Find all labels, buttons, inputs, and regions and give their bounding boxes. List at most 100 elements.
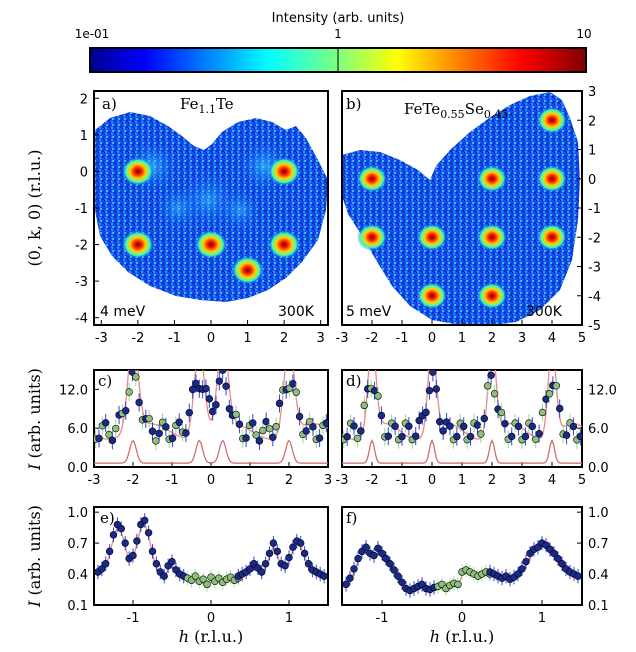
- x-tick-label-e: 0: [207, 611, 215, 626]
- panel-title-a: Fe1.1Te: [180, 95, 234, 116]
- x-tick-label-b: 5: [578, 331, 586, 346]
- y-tick-label-b: 3: [588, 85, 596, 100]
- x-tick-label-c: 1: [246, 473, 254, 488]
- data-point-c: [122, 407, 130, 415]
- data-point-c: [302, 427, 310, 435]
- data-point-c: [315, 434, 324, 442]
- y-tick-label-e: 0.7: [67, 537, 88, 552]
- data-point-c: [269, 433, 277, 441]
- data-point-d: [429, 370, 437, 376]
- y-tick-label-a: -3: [75, 275, 88, 290]
- data-point-f: [550, 549, 558, 558]
- map-peak-a: [121, 230, 154, 259]
- data-point-d: [569, 422, 578, 431]
- panel-temp-b: 300K: [526, 304, 563, 320]
- y-tick-label-e: 1.0: [67, 506, 88, 521]
- data-point-c: [168, 434, 177, 442]
- y-tick-label-b: -3: [588, 261, 601, 276]
- fit-line-low-c: [94, 439, 328, 464]
- data-point-e: [101, 560, 110, 568]
- map-peak-a: [121, 157, 154, 186]
- fit-line-low-d: [342, 438, 582, 464]
- data-point-c: [162, 423, 170, 431]
- x-tick-label-d: 1: [458, 473, 466, 488]
- data-point-d: [353, 434, 362, 443]
- map-peak-b: [357, 165, 387, 193]
- data-point-c: [152, 437, 160, 445]
- data-point-f: [514, 570, 522, 578]
- data-point-d: [357, 427, 365, 435]
- data-point-c: [135, 398, 143, 407]
- data-point-c: [262, 417, 270, 426]
- data-point-d: [446, 422, 454, 430]
- panel-tag-d: d): [346, 372, 361, 390]
- data-point-d: [562, 431, 571, 439]
- data-point-c: [155, 429, 163, 438]
- y-tick-label-f: 0.7: [588, 537, 609, 552]
- data-point-c: [249, 419, 257, 427]
- data-point-d: [432, 385, 440, 393]
- data-point-d: [528, 422, 536, 431]
- data-point-f: [346, 574, 354, 582]
- data-point-f: [390, 566, 398, 574]
- y-tick-label-b: -5: [588, 319, 601, 334]
- data-point-f: [374, 544, 382, 552]
- map-peak-b: [417, 282, 447, 310]
- x-tick-label-b: -2: [366, 331, 379, 346]
- data-point-c: [188, 385, 197, 394]
- y-tick-label-a: -2: [75, 239, 88, 254]
- cut-series-c: [94, 370, 328, 464]
- panel-energy-a: 4 meV: [100, 304, 146, 320]
- data-point-d: [576, 432, 582, 441]
- map-peak-b: [357, 223, 387, 251]
- data-point-c: [125, 388, 133, 396]
- x-tick-label-d: -1: [396, 473, 409, 488]
- data-point-c: [272, 422, 280, 431]
- data-point-c: [242, 434, 250, 442]
- x-tick-label-b: 2: [488, 331, 496, 346]
- data-point-d: [391, 422, 399, 430]
- x-tick-label-d: -2: [366, 473, 379, 488]
- panel-tag-a: a): [102, 95, 117, 113]
- y-tick-label-f: 0.4: [588, 568, 609, 583]
- x-tick-label-b: 0: [428, 331, 436, 346]
- data-point-d: [405, 422, 413, 430]
- x-tick-label-d: -3: [336, 473, 349, 488]
- x-tick-label-a: 3: [317, 331, 325, 346]
- y-tick-label-a: 2: [80, 92, 88, 107]
- data-point-e: [152, 560, 161, 568]
- x-tick-label-e: -1: [127, 611, 140, 626]
- x-tick-label-d: 3: [518, 473, 526, 488]
- data-point-e: [117, 524, 126, 533]
- data-point-d: [460, 422, 468, 431]
- x-tick-label-a: 1: [243, 331, 251, 346]
- y-tick-label-a: 0: [80, 165, 88, 180]
- x-tick-label-a: -3: [95, 331, 108, 346]
- map-peak-a: [231, 255, 264, 285]
- data-point-d: [501, 419, 509, 428]
- x-tick-label-c: -1: [166, 473, 179, 488]
- cut-series-d: [342, 370, 582, 464]
- data-point-c: [182, 429, 190, 437]
- data-point-c: [215, 377, 224, 385]
- data-point-c: [289, 380, 297, 388]
- data-point-c: [202, 384, 210, 393]
- y-tick-label-b: -2: [588, 231, 601, 246]
- data-point-c: [208, 407, 217, 416]
- y-tick-label-d: 12.0: [588, 383, 617, 398]
- data-point-e: [133, 537, 141, 545]
- y-tick-label-f: 0.1: [588, 599, 609, 614]
- y-tick-label-b: 2: [588, 114, 596, 129]
- data-point-d: [477, 430, 485, 438]
- data-point-f: [554, 554, 562, 563]
- y-tick-label-e: 0.1: [67, 599, 88, 614]
- data-point-d: [343, 433, 351, 441]
- cut-y-axis-label-bottom: I (arb. units): [25, 505, 44, 608]
- data-point-f: [378, 549, 386, 558]
- x-tick-label-f: 0: [458, 611, 466, 626]
- data-point-f: [370, 551, 378, 560]
- data-point-e: [258, 568, 266, 576]
- data-point-e: [160, 572, 168, 580]
- data-point-e: [304, 560, 313, 568]
- x-tick-label-c: -2: [127, 473, 140, 488]
